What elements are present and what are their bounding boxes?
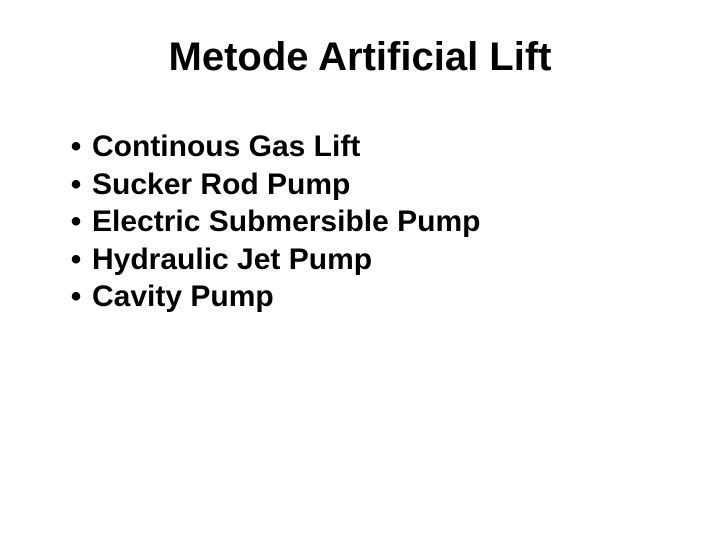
- bullet-icon: •: [60, 241, 92, 279]
- bullet-icon: •: [60, 166, 92, 204]
- bullet-text: Hydraulic Jet Pump: [92, 241, 670, 279]
- slide-container: Metode Artificial Lift • Continous Gas L…: [0, 0, 720, 540]
- list-item: • Electric Submersible Pump: [60, 203, 670, 241]
- bullet-list: • Continous Gas Lift • Sucker Rod Pump •…: [50, 128, 670, 316]
- bullet-icon: •: [60, 278, 92, 316]
- bullet-text: Electric Submersible Pump: [92, 203, 670, 241]
- list-item: • Cavity Pump: [60, 278, 670, 316]
- list-item: • Continous Gas Lift: [60, 128, 670, 166]
- list-item: • Hydraulic Jet Pump: [60, 241, 670, 279]
- bullet-text: Cavity Pump: [92, 278, 670, 316]
- bullet-icon: •: [60, 128, 92, 166]
- bullet-text: Continous Gas Lift: [92, 128, 670, 166]
- bullet-icon: •: [60, 203, 92, 241]
- slide-title: Metode Artificial Lift: [110, 35, 610, 80]
- bullet-text: Sucker Rod Pump: [92, 166, 670, 204]
- list-item: • Sucker Rod Pump: [60, 166, 670, 204]
